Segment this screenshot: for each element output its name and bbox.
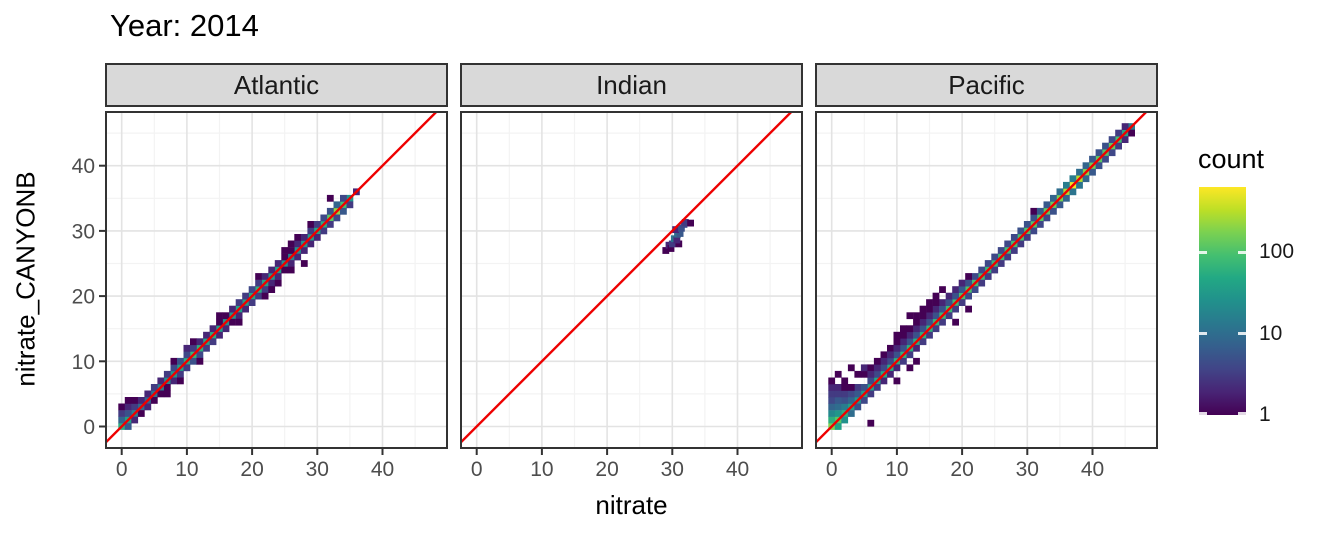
facet-indian: Indian 0 10 20 30 40: [460, 63, 803, 496]
panel-atlantic: 0 10 20 30 40: [105, 111, 448, 481]
y-tick-label: 40: [72, 155, 95, 178]
facet-strip-indian: Indian: [460, 63, 803, 107]
facet-strip-label: Atlantic: [233, 69, 320, 100]
legend-tick-mark: [1238, 332, 1246, 336]
y-tick-label: 0: [83, 416, 95, 439]
x-tick-label: 10: [530, 458, 553, 481]
facet-pacific: Pacific 0 10 20 30 40: [815, 63, 1158, 496]
y-axis-title: nitrate_CANYONB: [10, 171, 41, 387]
legend-tick-label: 1: [1259, 403, 1271, 426]
plot-title: Year: 2014: [110, 8, 259, 43]
y-axis: 0 10 20 30 40: [72, 155, 105, 439]
x-tick-label: 40: [1081, 458, 1104, 481]
x-tick-label: 20: [595, 458, 618, 481]
x-tick-label: 30: [1016, 458, 1039, 481]
facet-strip-pacific: Pacific: [815, 63, 1158, 107]
x-tick-label: 0: [826, 458, 838, 481]
x-tick-label: 30: [661, 458, 684, 481]
facet-strip-label: Pacific: [948, 69, 1025, 100]
y-tick-label: 20: [72, 286, 95, 309]
y-tick-label: 10: [72, 351, 95, 374]
legend-tick-mark: [1238, 412, 1246, 415]
legend-tick-label: 10: [1259, 321, 1283, 345]
x-tick-label: 20: [950, 458, 973, 481]
legend-tick-mark: [1199, 412, 1207, 415]
legend-tick-mark: [1199, 250, 1207, 254]
y-tick-label: 30: [72, 220, 95, 243]
x-tick-label: 10: [885, 458, 908, 481]
panel-indian: 0 10 20 30 40: [460, 111, 803, 481]
x-tick-label: 30: [306, 458, 329, 481]
x-tick-label: 40: [371, 458, 394, 481]
panel-pacific: 0 10 20 30 40: [815, 111, 1158, 481]
legend-colorbar: [1199, 187, 1246, 415]
legend-tick-mark: [1238, 250, 1246, 254]
x-tick-label: 40: [726, 458, 749, 481]
facet-strip-atlantic: Atlantic: [105, 63, 448, 107]
facet-atlantic: Atlantic 0 10 20 30 40: [105, 63, 448, 496]
x-tick-label: 0: [471, 458, 483, 481]
legend-tick-mark: [1199, 332, 1207, 336]
bins-layer: [662, 219, 694, 254]
x-tick-label: 10: [175, 458, 198, 481]
legend-tick-label: 100: [1259, 240, 1295, 264]
legend-title: count: [1198, 144, 1265, 174]
x-tick-label: 20: [240, 458, 263, 481]
x-axis-title: nitrate: [595, 490, 668, 520]
x-tick-label: 0: [116, 458, 128, 481]
facet-strip-label: Indian: [596, 69, 667, 100]
